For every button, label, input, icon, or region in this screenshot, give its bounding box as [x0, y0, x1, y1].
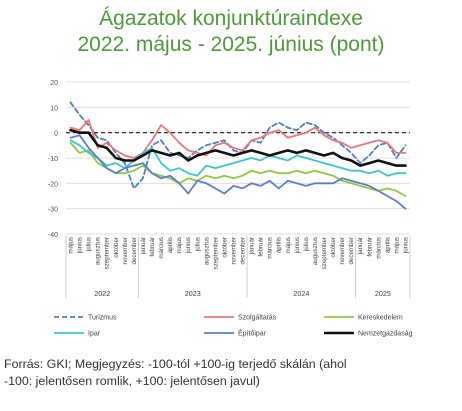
year-label: 2025 — [375, 289, 391, 298]
footnote: Forrás: GKI; Megjegyzés: -100-tól +100-i… — [4, 356, 458, 390]
legend-label: Ipar — [88, 331, 101, 338]
x-axis: május június július augusztus szeptember októ… — [65, 236, 411, 298]
series-line-5 — [69, 128, 407, 167]
x-tick-label: március — [267, 237, 274, 259]
legend-label: Építőipar — [238, 329, 267, 338]
year-label: 2022 — [94, 289, 110, 298]
x-tick-label: március — [375, 237, 382, 259]
y-tick-label: 20 — [50, 80, 58, 87]
x-tick-label: június — [294, 237, 301, 254]
footnote-line2: -100: jelentősen romlik, +100: jelentőse… — [4, 374, 260, 388]
x-tick-label: július — [303, 237, 310, 252]
chart-title-line2: 2022. május - 2025. június (pont) — [77, 33, 385, 56]
legend-label: Szolgáltatás — [238, 315, 277, 322]
chart-title: Ágazatok konjunktúraindexe 2022. május -… — [0, 6, 462, 58]
footnote-line1: Forrás: GKI; Megjegyzés: -100-tól +100-i… — [4, 357, 347, 371]
x-tick-label: október — [113, 237, 120, 258]
x-tick-label: július — [86, 237, 93, 252]
x-tick-label: május — [285, 237, 292, 254]
series-line-4 — [69, 134, 407, 210]
y-tick-label: -10 — [48, 156, 58, 163]
x-tick-label: április — [167, 237, 174, 253]
legend-label: Nemzetgazdaság — [358, 331, 413, 338]
y-axis: 20 10 0 -10 -20 -30 -40 — [48, 80, 58, 239]
y-tick-label: 0 — [54, 131, 58, 138]
series-line-1 — [69, 119, 407, 159]
x-tick-label: február — [258, 237, 265, 257]
x-tick-label: november — [339, 237, 346, 265]
x-tick-label: január — [140, 237, 147, 255]
legend-label: Turizmus — [88, 315, 117, 322]
y-tick-label: -20 — [48, 181, 58, 188]
series-lines — [69, 101, 407, 210]
x-tick-label: március — [158, 237, 165, 259]
year-label: 2023 — [185, 289, 201, 298]
gridlines — [66, 81, 410, 235]
x-tick-label: november — [230, 237, 237, 265]
x-tick-label: június — [402, 237, 409, 254]
series-line-2 — [69, 141, 407, 197]
x-tick-label: május — [68, 237, 75, 254]
x-tick-label: november — [122, 237, 129, 265]
x-tick-label: június — [185, 237, 192, 254]
x-tick-label: szeptember — [212, 237, 219, 269]
x-tick-label: május — [393, 237, 400, 254]
x-tick-label: augusztus — [203, 237, 210, 265]
year-label: 2024 — [293, 289, 309, 298]
x-tick-label: augusztus — [312, 237, 319, 265]
chart-title-line1: Ágazatok konjunktúraindexe — [99, 7, 363, 30]
x-tick-label: április — [276, 237, 283, 253]
y-tick-label: 10 — [50, 105, 58, 112]
series-line-0 — [69, 101, 407, 190]
y-tick-label: -30 — [48, 207, 58, 214]
legend: Turizmus Szolgáltatás Kereskedelem Ipar Épít… — [54, 315, 413, 338]
x-tick-label: szeptember — [321, 237, 328, 269]
x-tick-label: június — [77, 237, 84, 254]
x-tick-label: augusztus — [95, 237, 102, 265]
x-tick-label: december — [348, 237, 355, 265]
x-tick-label: július — [194, 237, 201, 252]
x-tick-label: október — [221, 237, 228, 258]
x-tick-label: január — [249, 237, 256, 255]
x-tick-label: január — [357, 237, 364, 255]
x-tick-label: április — [384, 237, 391, 253]
x-tick-label: február — [366, 237, 373, 257]
x-tick-label: május — [176, 237, 183, 254]
y-tick-label: -40 — [48, 232, 58, 239]
x-tick-label: december — [240, 237, 247, 265]
x-tick-label: október — [330, 237, 337, 258]
legend-label: Kereskedelem — [358, 315, 403, 322]
x-tick-label: december — [131, 237, 138, 265]
x-tick-label: február — [149, 237, 156, 257]
x-tick-label: szeptember — [104, 237, 111, 269]
